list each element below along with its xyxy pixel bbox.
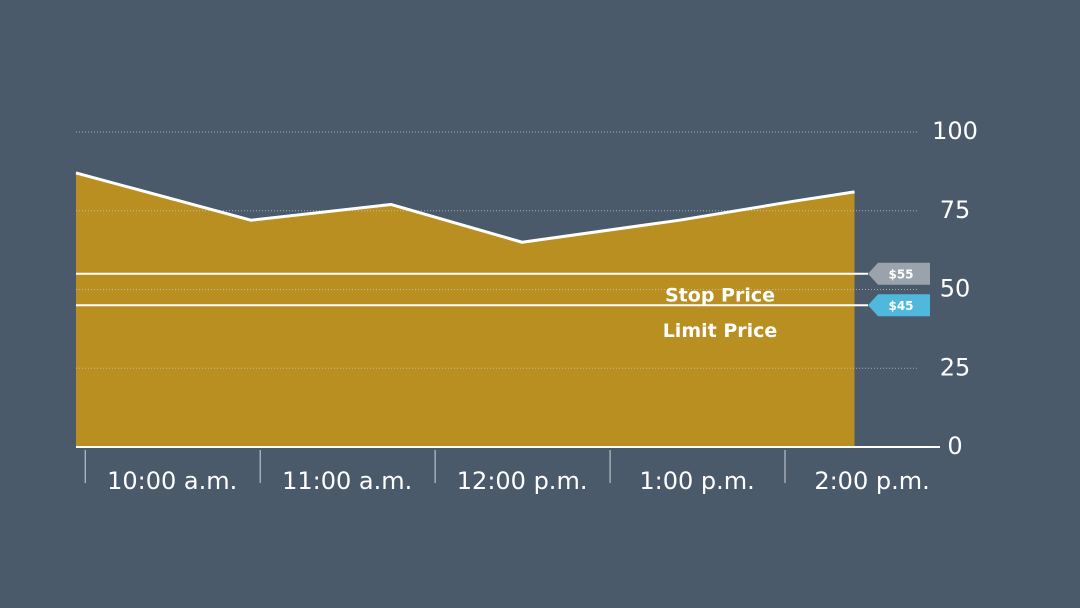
reference-line-label: Limit Price [663,320,778,342]
y-tick-label: 25 [940,353,971,381]
price-tag [868,262,930,285]
y-tick-label: 50 [940,275,971,303]
price-line [75,171,855,244]
price-tag [868,294,930,317]
x-tick-label: 2:00 p.m. [814,467,929,495]
y-tick-label: 75 [940,196,971,224]
price-tag-label: $55 [888,267,913,281]
x-tick-label: 12:00 p.m. [457,467,588,495]
x-tick-label: 11:00 a.m. [282,467,412,495]
area [76,172,855,447]
price-tag-label: $45 [888,299,913,313]
y-tick-label: 0 [947,432,962,460]
y-tick-label: 100 [932,117,978,145]
reference-line-label: Stop Price [665,284,775,306]
x-tick-label: 10:00 a.m. [107,467,237,495]
x-tick-label: 1:00 p.m. [639,467,754,495]
